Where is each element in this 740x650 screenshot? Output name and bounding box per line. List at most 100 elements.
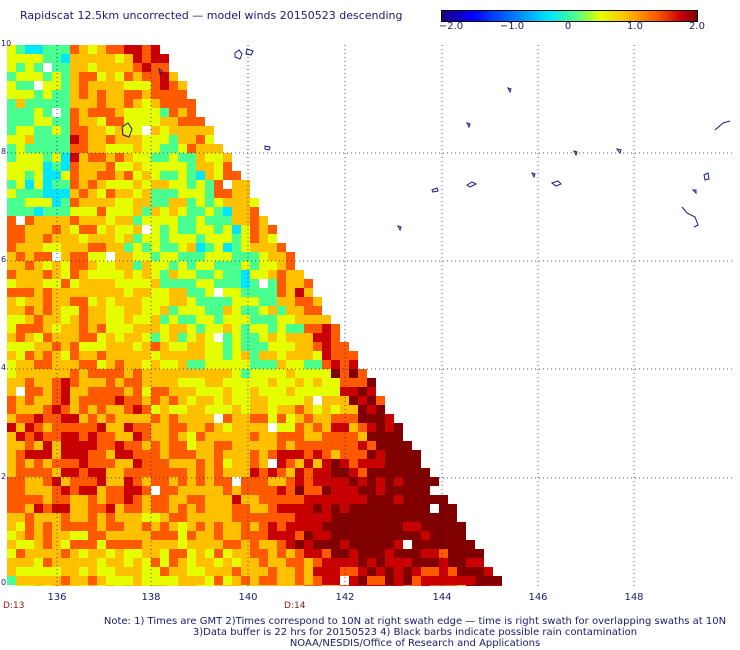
wind-cell: [106, 108, 115, 117]
wind-cell: [331, 342, 340, 351]
wind-cell: [232, 243, 241, 252]
wind-cell: [277, 585, 286, 586]
wind-cell: [142, 288, 151, 297]
wind-cell: [25, 486, 34, 495]
wind-cell: [376, 567, 385, 576]
wind-cell: [187, 522, 196, 531]
wind-cell: [124, 216, 133, 225]
wind-cell: [187, 423, 196, 432]
wind-cell: [286, 270, 295, 279]
wind-cell: [340, 477, 349, 486]
wind-cell: [61, 504, 70, 513]
wind-cell: [7, 531, 16, 540]
wind-cell: [115, 297, 124, 306]
wind-cell: [43, 351, 52, 360]
wind-cell: [241, 423, 250, 432]
wind-cell: [7, 360, 16, 369]
wind-cell: [124, 117, 133, 126]
wind-cell: [187, 531, 196, 540]
wind-cell: [205, 153, 214, 162]
wind-cell: [286, 360, 295, 369]
wind-cell: [178, 576, 187, 585]
wind-cell: [142, 495, 151, 504]
wind-cell: [160, 387, 169, 396]
wind-cell: [250, 351, 259, 360]
wind-cell: [97, 243, 106, 252]
wind-cell: [79, 198, 88, 207]
wind-cell: [295, 432, 304, 441]
wind-cell: [286, 513, 295, 522]
wind-cell: [412, 477, 421, 486]
wind-cell: [313, 495, 322, 504]
wind-cell: [160, 306, 169, 315]
wind-cell: [295, 297, 304, 306]
wind-cell: [115, 81, 124, 90]
wind-cell: [259, 243, 268, 252]
wind-cell: [142, 468, 151, 477]
wind-cell: [286, 324, 295, 333]
wind-cell: [475, 585, 484, 586]
wind-cell: [223, 387, 232, 396]
wind-cell: [160, 504, 169, 513]
wind-cell: [52, 306, 61, 315]
wind-cell: [214, 513, 223, 522]
wind-cell: [169, 486, 178, 495]
island-outline: [397, 225, 402, 232]
wind-cell: [79, 360, 88, 369]
wind-cell: [124, 153, 133, 162]
wind-cell: [16, 90, 25, 99]
wind-cell: [61, 261, 70, 270]
wind-cell: [43, 117, 52, 126]
wind-cell: [79, 405, 88, 414]
wind-cell: [259, 504, 268, 513]
wind-cell: [97, 522, 106, 531]
wind-cell: [34, 333, 43, 342]
wind-cell: [160, 234, 169, 243]
wind-cell: [169, 342, 178, 351]
wind-cell: [106, 423, 115, 432]
wind-cell: [259, 315, 268, 324]
longitude-tick: 136: [47, 592, 67, 603]
wind-cell: [34, 243, 43, 252]
wind-cell: [277, 549, 286, 558]
wind-cell: [268, 468, 277, 477]
wind-cell: [34, 477, 43, 486]
wind-cell: [106, 45, 115, 54]
wind-cell: [142, 585, 151, 586]
wind-cell: [187, 549, 196, 558]
wind-cell: [322, 405, 331, 414]
wind-cell: [340, 495, 349, 504]
wind-cell: [196, 477, 205, 486]
wind-cell: [205, 315, 214, 324]
wind-cell: [142, 45, 151, 54]
wind-cell: [259, 513, 268, 522]
wind-cell: [70, 189, 79, 198]
wind-cell: [61, 486, 70, 495]
wind-cell: [52, 144, 61, 153]
wind-cell: [106, 189, 115, 198]
wind-cell: [151, 153, 160, 162]
wind-cell: [187, 252, 196, 261]
wind-cell: [205, 513, 214, 522]
wind-cell: [142, 297, 151, 306]
wind-cell: [313, 558, 322, 567]
wind-cell: [97, 423, 106, 432]
wind-cell: [367, 558, 376, 567]
wind-cell: [34, 540, 43, 549]
wind-cell: [277, 513, 286, 522]
island-outline: [507, 87, 512, 94]
island-outline: [691, 189, 697, 195]
wind-cell: [97, 162, 106, 171]
wind-cell: [250, 477, 259, 486]
wind-cell: [232, 495, 241, 504]
wind-cell: [376, 576, 385, 585]
wind-cell: [61, 405, 70, 414]
wind-cell: [223, 477, 232, 486]
wind-cell: [34, 207, 43, 216]
wind-cell: [25, 585, 34, 586]
wind-cell: [223, 576, 232, 585]
latitude-tick: 0: [1, 578, 7, 587]
wind-cell: [268, 522, 277, 531]
wind-cell: [7, 90, 16, 99]
wind-cell: [25, 405, 34, 414]
